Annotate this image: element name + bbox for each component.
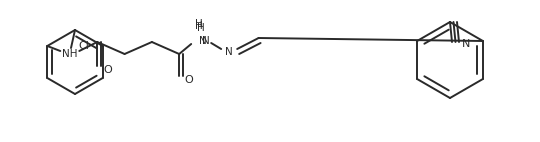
Text: N: N — [199, 36, 207, 46]
Text: O: O — [185, 75, 193, 85]
Text: N: N — [202, 36, 210, 46]
Text: N: N — [462, 39, 470, 49]
Text: H: H — [197, 23, 205, 33]
Text: O: O — [103, 65, 112, 75]
Text: NH: NH — [62, 49, 77, 59]
Text: H: H — [195, 19, 203, 29]
Text: H: H — [195, 21, 203, 31]
Text: Cl: Cl — [79, 41, 90, 51]
Text: N: N — [225, 47, 233, 57]
